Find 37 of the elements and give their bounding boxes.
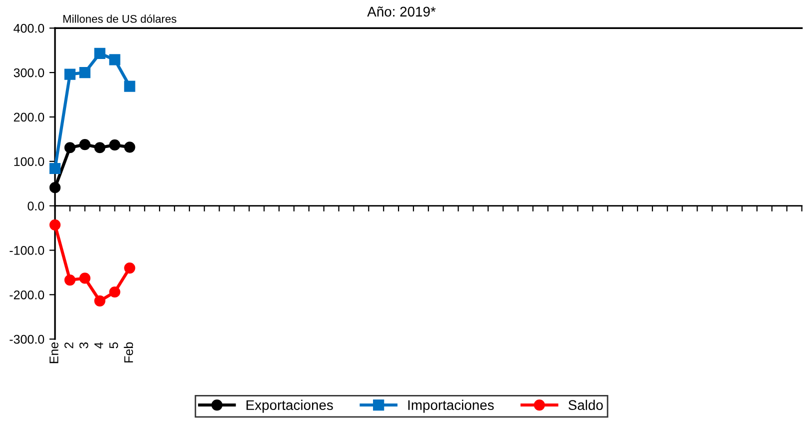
chart-title: Año: 2019* (367, 6, 436, 17)
point (79, 66, 90, 78)
point (94, 142, 106, 154)
point (109, 139, 120, 151)
point (79, 138, 90, 150)
point (79, 272, 90, 284)
point (49, 219, 61, 230)
y-tick-label: 0.0 (28, 202, 44, 210)
point (109, 54, 120, 66)
point (49, 162, 61, 174)
x-tick-label: 2 (64, 342, 74, 348)
y-tick-label: -100.0 (10, 246, 44, 255)
y-tick-label: 200.0 (14, 112, 44, 122)
y-tick-label: 100.0 (14, 157, 44, 166)
legend-label: Exportaciones (246, 400, 333, 413)
point (64, 68, 76, 80)
point (124, 80, 136, 92)
point (64, 274, 76, 286)
point (124, 142, 136, 153)
point (94, 295, 106, 306)
x-tick-label: 3 (79, 342, 88, 348)
y-tick-label: 300.0 (14, 68, 44, 78)
x-tick-label: Ene (50, 342, 58, 364)
point (49, 182, 61, 194)
point (109, 286, 120, 298)
y-tick-label: 400.0 (14, 24, 44, 33)
x-tick-label: 4 (94, 342, 104, 349)
x-tick-label: Feb (124, 342, 134, 362)
x-tick-label: 5 (109, 342, 118, 348)
y-axis-title: Millones de US dólares (63, 14, 176, 23)
point (64, 142, 76, 154)
point (94, 48, 106, 59)
y-tick-label: -200.0 (10, 290, 44, 300)
legend-label: Importaciones (408, 400, 494, 413)
legend-label: Saldo (568, 400, 603, 410)
y-tick-label: -300.0 (10, 334, 44, 344)
point (124, 262, 136, 274)
